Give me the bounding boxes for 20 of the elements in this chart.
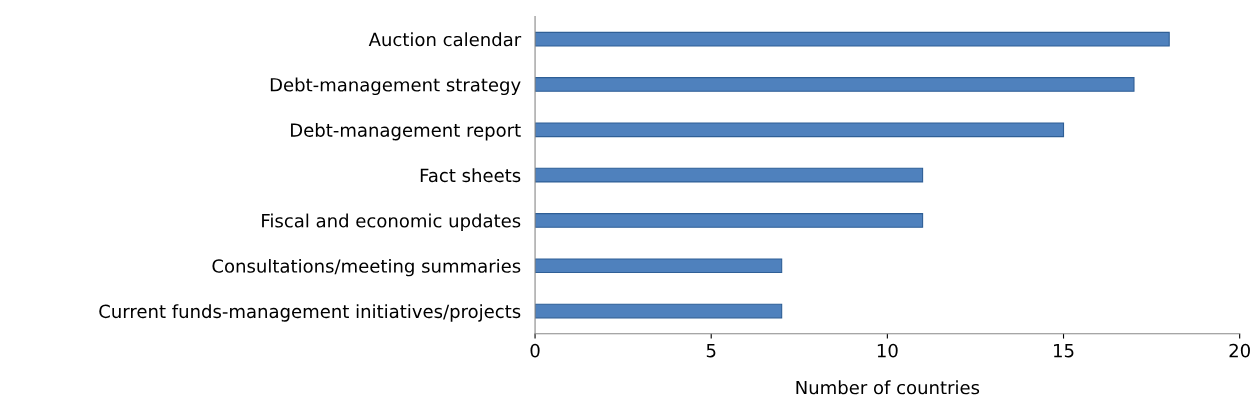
bar: [535, 77, 1135, 92]
x-tick-label: 15: [1054, 344, 1074, 358]
bar: [535, 213, 924, 228]
y-tick-label: Fact sheets: [420, 168, 521, 183]
bar: [535, 167, 924, 183]
bar: [535, 122, 1065, 138]
x-axis-title: Number of countries: [796, 380, 980, 395]
y-tick-label: Consultations/meeting summaries: [212, 258, 521, 277]
x-tick-label: 20: [1229, 343, 1250, 358]
x-tick-label: 10: [877, 343, 898, 358]
y-tick-label: Debt-management report: [291, 122, 521, 141]
y-tick-label: Auction calendar: [368, 32, 522, 47]
x-tick-label: 0: [530, 343, 540, 358]
x-tick-label: 5: [706, 344, 716, 358]
y-tick-label: Current funds-management initiatives/projects: [99, 304, 521, 322]
bar: [535, 303, 783, 319]
y-tick-label: Debt-management strategy: [270, 77, 521, 96]
bar: [535, 31, 1170, 47]
bar: [535, 258, 783, 274]
y-tick-label: Fiscal and economic updates: [262, 213, 521, 232]
